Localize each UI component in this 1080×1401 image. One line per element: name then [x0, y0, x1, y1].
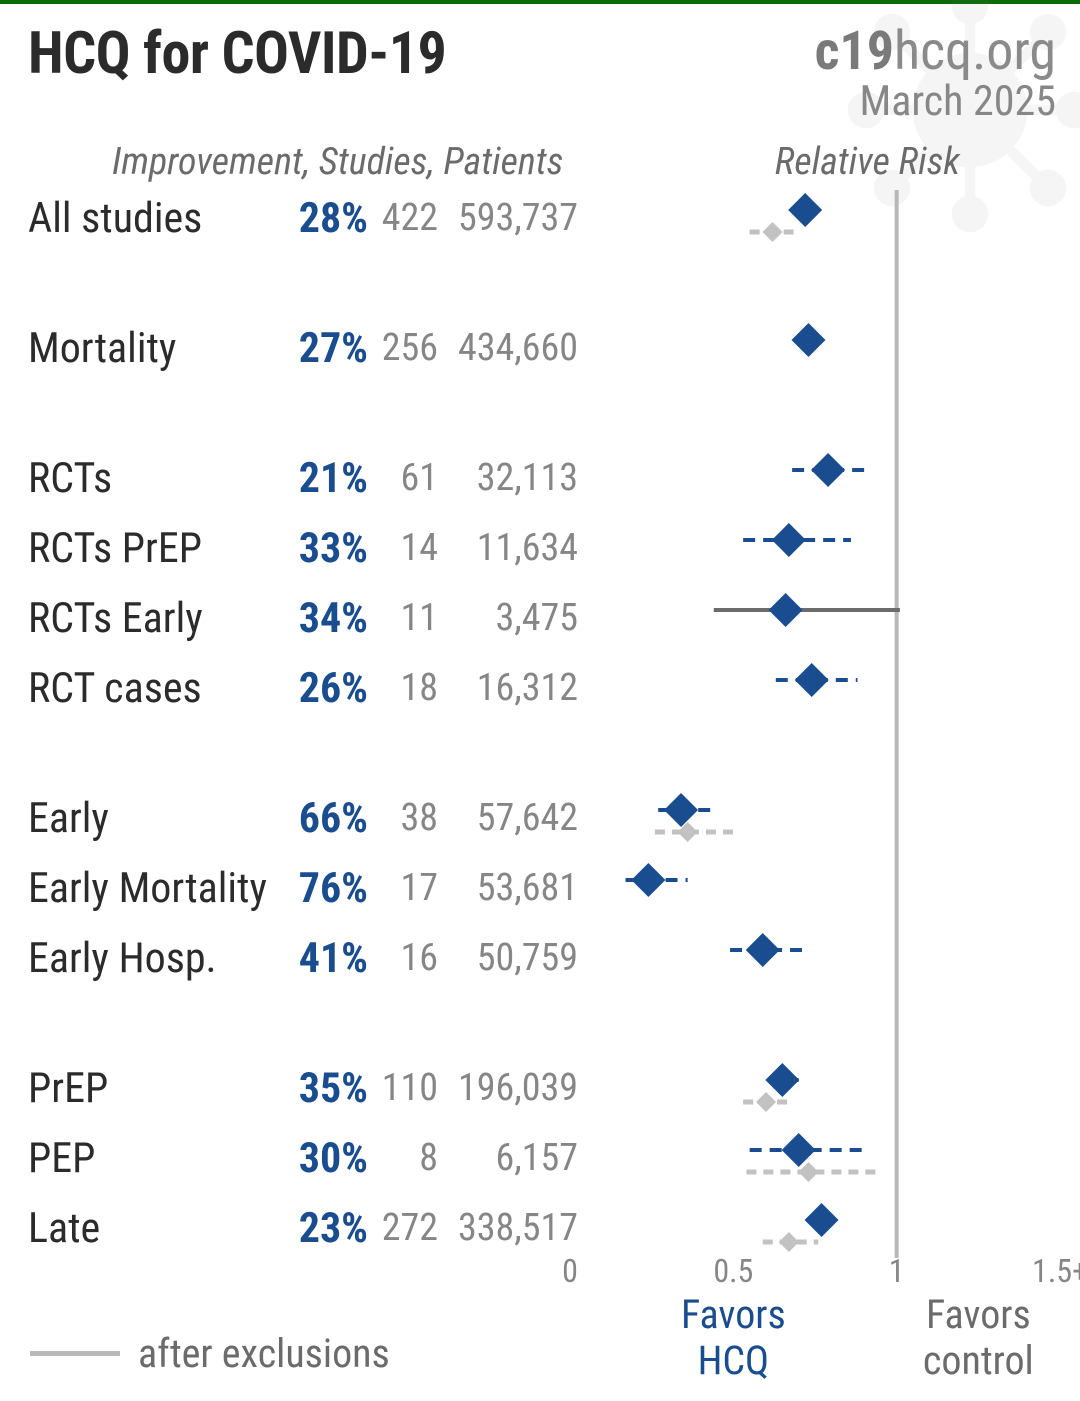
- row-studies: 256: [368, 326, 438, 370]
- favors-hcq-label: Favors HCQ: [633, 1292, 833, 1384]
- forest-plot-svg: [570, 190, 1060, 1270]
- top-rule: [0, 0, 1080, 4]
- row-patients: 57,642: [438, 796, 578, 840]
- row-label: RCTs: [28, 454, 268, 503]
- favors-hcq-l1: Favors: [633, 1292, 833, 1338]
- row-label: PrEP: [28, 1064, 268, 1113]
- legend-label: after exclusions: [138, 1330, 390, 1377]
- row-patients: 434,660: [438, 326, 578, 370]
- row-patients: 11,634: [438, 526, 578, 570]
- row-patients: 50,759: [438, 936, 578, 980]
- site-url-rest: hcq.org: [894, 20, 1056, 83]
- row-studies: 272: [368, 1206, 438, 1250]
- row-improvement: 66%: [268, 794, 368, 843]
- row-improvement: 33%: [268, 524, 368, 573]
- favors-ctrl-l1: Favors: [878, 1292, 1078, 1338]
- forest-plot: [570, 190, 1060, 1270]
- row-studies: 38: [368, 796, 438, 840]
- row-studies: 61: [368, 456, 438, 500]
- row-studies: 14: [368, 526, 438, 570]
- favors-ctrl-l2: control: [878, 1338, 1078, 1384]
- favors-control-label: Favors control: [878, 1292, 1078, 1384]
- row-studies: 11: [368, 596, 438, 640]
- row-patients: 593,737: [438, 196, 578, 240]
- row-patients: 338,517: [438, 1206, 578, 1250]
- row-improvement: 35%: [268, 1064, 368, 1113]
- row-patients: 3,475: [438, 596, 578, 640]
- site-date: March 2025: [815, 77, 1056, 126]
- row-patients: 196,039: [438, 1066, 578, 1110]
- row-improvement: 27%: [268, 324, 368, 373]
- row-improvement: 76%: [268, 864, 368, 913]
- source-site: c19hcq.org March 2025: [815, 20, 1056, 126]
- row-studies: 8: [368, 1136, 438, 1180]
- row-label: Early Mortality: [28, 864, 268, 913]
- row-studies: 110: [368, 1066, 438, 1110]
- legend-after-exclusions: after exclusions: [30, 1330, 390, 1377]
- x-tick: 0: [562, 1252, 578, 1290]
- column-header-right: Relative Risk: [775, 140, 960, 184]
- row-patients: 32,113: [438, 456, 578, 500]
- x-tick: 1: [889, 1252, 905, 1290]
- site-url: c19hcq.org: [815, 20, 1056, 83]
- row-patients: 6,157: [438, 1136, 578, 1180]
- row-patients: 16,312: [438, 666, 578, 710]
- row-improvement: 28%: [268, 194, 368, 243]
- site-url-bold: c19: [815, 20, 894, 83]
- row-label: RCTs PrEP: [28, 524, 268, 573]
- legend-swatch: [30, 1351, 120, 1356]
- row-improvement: 41%: [268, 934, 368, 983]
- row-improvement: 23%: [268, 1204, 368, 1253]
- column-header-left: Improvement, Studies, Patients: [112, 140, 563, 184]
- row-label: All studies: [28, 194, 268, 243]
- x-tick: 0.5: [713, 1252, 753, 1290]
- row-improvement: 21%: [268, 454, 368, 503]
- row-label: RCTs Early: [28, 594, 268, 643]
- row-patients: 53,681: [438, 866, 578, 910]
- row-improvement: 34%: [268, 594, 368, 643]
- row-improvement: 26%: [268, 664, 368, 713]
- row-label: Early: [28, 794, 268, 843]
- row-label: Late: [28, 1204, 268, 1253]
- row-label: Early Hosp.: [28, 934, 268, 983]
- row-studies: 18: [368, 666, 438, 710]
- row-studies: 422: [368, 196, 438, 240]
- row-studies: 17: [368, 866, 438, 910]
- favors-hcq-l2: HCQ: [633, 1338, 833, 1384]
- row-label: PEP: [28, 1134, 268, 1183]
- row-studies: 16: [368, 936, 438, 980]
- row-label: RCT cases: [28, 664, 268, 713]
- row-label: Mortality: [28, 324, 268, 373]
- row-improvement: 30%: [268, 1134, 368, 1183]
- x-tick: 1.5+: [1032, 1252, 1080, 1290]
